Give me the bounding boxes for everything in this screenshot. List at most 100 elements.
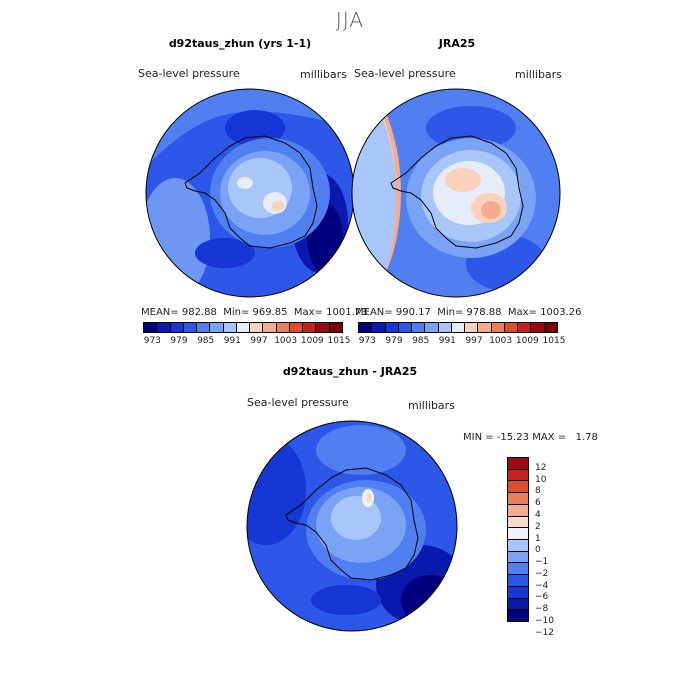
panel-2-map — [351, 88, 561, 298]
colorbar-tick-label: 985 — [197, 336, 215, 346]
panel-1-units: millibars — [300, 68, 347, 81]
panel-1-title: d92taus_zhun (yrs 1-1) — [168, 37, 312, 50]
colorbar-tick-label: 973 — [143, 336, 161, 346]
colorbar-swatch — [508, 575, 528, 587]
colorbar-swatch — [385, 323, 399, 332]
colorbar-swatch — [263, 323, 277, 332]
colorbar-swatch — [451, 323, 466, 332]
colorbar-swatch — [303, 323, 317, 332]
panel-2-mean: 990.17 — [395, 307, 431, 318]
panel-2-colorbar-ticks: 973 979 985 991 997 1003 1009 1015 — [358, 336, 566, 348]
panel-1-min-label: Min= — [223, 307, 250, 318]
colorbar-swatch — [236, 323, 251, 332]
colorbar-swatch — [508, 610, 528, 622]
panel-2-colorbar — [358, 322, 558, 333]
colorbar-tick-label: 1015 — [327, 336, 351, 346]
colorbar-tick-label: −12 — [535, 627, 554, 638]
panel-1-max-label: Max= — [293, 307, 323, 318]
diff-title: d92taus_zhun - JRA25 — [282, 365, 418, 378]
diff-map — [246, 420, 458, 632]
colorbar-swatch — [210, 323, 224, 332]
colorbar-tick-label: 1015 — [542, 336, 566, 346]
colorbar-swatch — [329, 323, 342, 332]
colorbar-swatch — [504, 323, 519, 332]
colorbar-swatch — [508, 540, 528, 552]
colorbar-swatch — [508, 504, 528, 517]
panel-2-mean-label: MEAN= — [355, 307, 393, 318]
colorbar-swatch — [183, 323, 198, 332]
colorbar-tick-label: −2 — [535, 568, 549, 579]
colorbar-tick-label: 991 — [223, 336, 241, 346]
colorbar-swatch — [372, 323, 386, 332]
panel-1-max: 1001.73 — [326, 307, 368, 318]
panel-1-min: 969.85 — [252, 307, 288, 318]
colorbar-tick-label: 979 — [385, 336, 403, 346]
colorbar-swatch — [491, 323, 505, 332]
diff-colorbar-ticks: 12 10 8 6 4 2 1 0 −1 −2 −4 −6 −8 −10 −12 — [535, 457, 575, 638]
colorbar-tick-label: 2 — [535, 521, 541, 532]
panel-1-colorbar — [143, 322, 343, 333]
colorbar-swatch — [508, 528, 528, 541]
colorbar-swatch — [250, 323, 264, 332]
panel-2-variable: Sea-level pressure — [354, 67, 456, 80]
colorbar-swatch — [412, 323, 426, 332]
colorbar-tick-label: 1009 — [300, 336, 324, 346]
colorbar-tick-label: 979 — [170, 336, 188, 346]
colorbar-swatch — [316, 323, 330, 332]
colorbar-swatch — [508, 469, 528, 482]
colorbar-swatch — [518, 323, 532, 332]
colorbar-tick-label: 1 — [535, 533, 541, 544]
colorbar-tick-label: 6 — [535, 498, 541, 509]
colorbar-tick-label: 10 — [535, 474, 547, 485]
diff-units: millibars — [408, 399, 455, 412]
colorbar-swatch — [170, 323, 184, 332]
colorbar-tick-label: 997 — [250, 336, 268, 346]
colorbar-swatch — [157, 323, 171, 332]
colorbar-swatch — [508, 516, 528, 529]
panel-1-mean: 982.88 — [181, 307, 217, 318]
colorbar-tick-label: −10 — [535, 616, 554, 626]
colorbar-tick-label: −4 — [535, 580, 549, 591]
colorbar-swatch — [276, 323, 290, 332]
panel-2-min-label: Min= — [437, 307, 464, 318]
colorbar-swatch — [508, 493, 528, 505]
panel-2-title: JRA25 — [438, 37, 476, 50]
colorbar-swatch — [197, 323, 211, 332]
panel-1-mean-label: MEAN= — [141, 307, 179, 318]
panel-1-map — [145, 88, 355, 298]
colorbar-tick-label: 997 — [465, 336, 483, 346]
colorbar-tick-label: 4 — [535, 509, 541, 520]
panel-2-max-label: Max= — [507, 307, 537, 318]
diff-minmax: MIN = -15.23 MAX = 1.78 — [463, 432, 598, 443]
panel-1-colorbar-ticks: 973 979 985 991 997 1003 1009 1015 — [143, 336, 351, 348]
colorbar-swatch — [223, 323, 237, 332]
colorbar-tick-label: 1003 — [489, 336, 513, 346]
panel-2-max: 1003.26 — [540, 307, 582, 318]
colorbar-swatch — [508, 598, 528, 611]
panel-1-stats: MEAN= 982.88 Min= 969.85 Max= 1001.73 — [141, 307, 367, 318]
colorbar-swatch — [398, 323, 413, 332]
season-title: JJA — [335, 8, 365, 32]
panel-2-units: millibars — [515, 68, 562, 81]
panel-1-variable: Sea-level pressure — [138, 67, 240, 80]
colorbar-swatch — [508, 563, 528, 576]
colorbar-tick-label: −8 — [535, 604, 549, 615]
colorbar-swatch — [425, 323, 439, 332]
colorbar-swatch — [478, 323, 492, 332]
colorbar-tick-label: 1009 — [515, 336, 539, 346]
colorbar-swatch — [508, 551, 528, 564]
colorbar-tick-label: 8 — [535, 486, 541, 497]
panel-2-stats: MEAN= 990.17 Min= 978.88 Max= 1003.26 — [355, 307, 581, 318]
colorbar-swatch — [508, 481, 528, 494]
colorbar-tick-label: −6 — [535, 592, 549, 603]
colorbar-tick-label: 12 — [535, 462, 547, 473]
colorbar-swatch — [465, 323, 479, 332]
diff-variable: Sea-level pressure — [247, 396, 349, 409]
colorbar-tick-label: 991 — [438, 336, 456, 346]
colorbar-tick-label: 985 — [412, 336, 430, 346]
panel-2-min: 978.88 — [466, 307, 502, 318]
colorbar-swatch — [508, 586, 528, 599]
colorbar-swatch — [544, 323, 557, 332]
colorbar-swatch — [144, 323, 158, 332]
colorbar-swatch — [508, 458, 528, 470]
